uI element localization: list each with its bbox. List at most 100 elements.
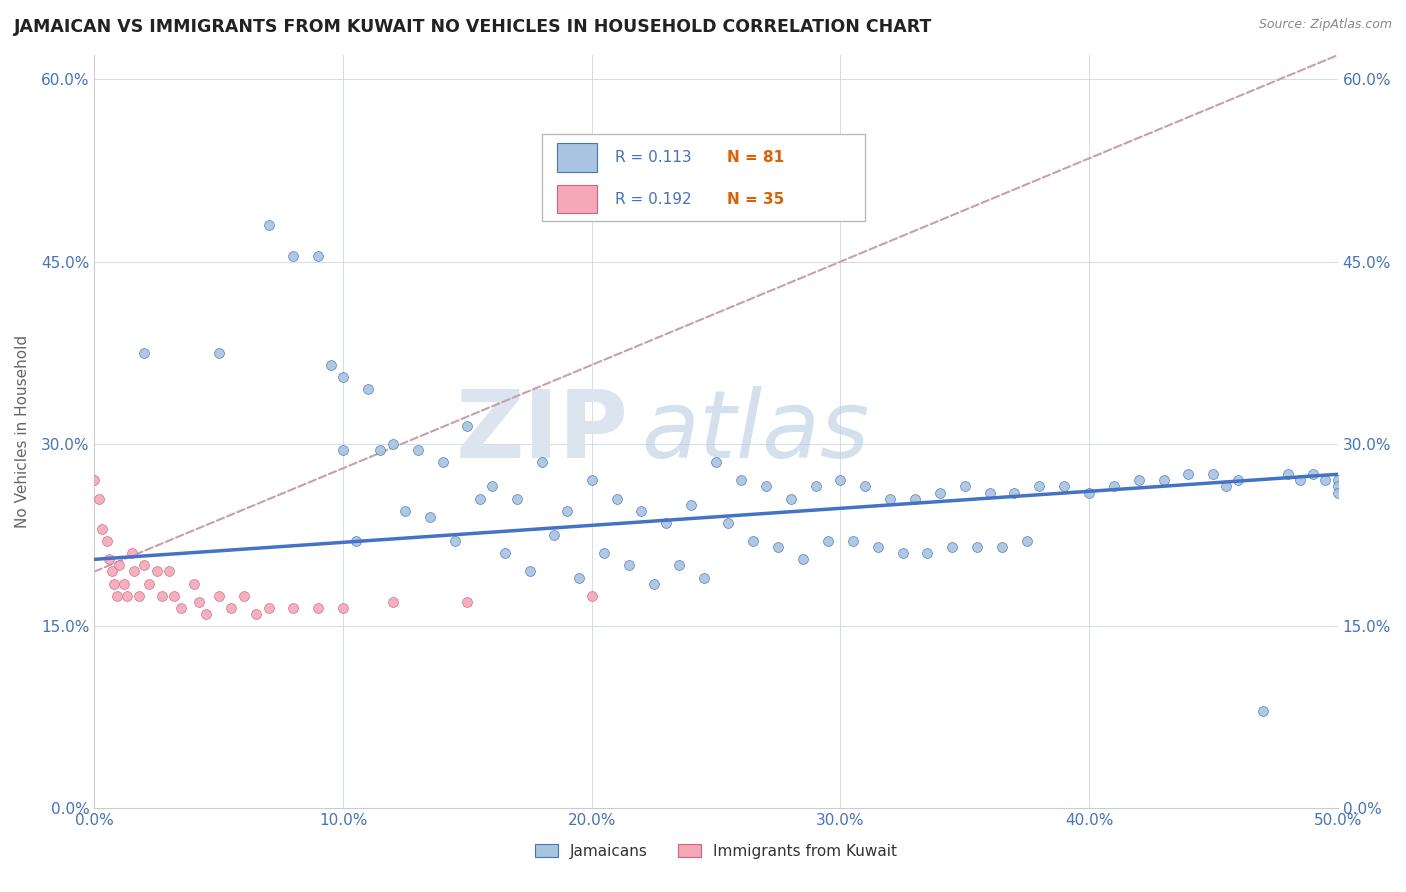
- Point: [742, 534, 765, 549]
- Point: [779, 491, 801, 506]
- Point: [1289, 474, 1312, 488]
- Point: [891, 546, 914, 560]
- Point: [1015, 534, 1038, 549]
- Point: [1326, 485, 1348, 500]
- Point: [357, 382, 380, 396]
- Bar: [557, 185, 596, 213]
- Point: [96, 534, 118, 549]
- Point: [381, 437, 404, 451]
- Point: [842, 534, 865, 549]
- Point: [1053, 479, 1076, 493]
- Point: [138, 576, 160, 591]
- Point: [1028, 479, 1050, 493]
- Legend: Jamaicans, Immigrants from Kuwait: Jamaicans, Immigrants from Kuwait: [529, 838, 904, 865]
- Point: [219, 601, 242, 615]
- Text: ZIP: ZIP: [456, 385, 628, 478]
- Point: [1078, 485, 1101, 500]
- Point: [121, 546, 143, 560]
- Point: [456, 595, 478, 609]
- Point: [283, 601, 305, 615]
- Point: [105, 589, 128, 603]
- Point: [617, 558, 640, 573]
- Bar: [541, 134, 865, 221]
- Point: [83, 474, 105, 488]
- Point: [766, 540, 789, 554]
- Point: [630, 504, 652, 518]
- Point: [332, 442, 354, 457]
- Point: [904, 491, 927, 506]
- Point: [394, 504, 416, 518]
- Point: [593, 546, 616, 560]
- Point: [98, 552, 121, 566]
- Point: [979, 485, 1001, 500]
- Point: [481, 479, 503, 493]
- Point: [1326, 474, 1348, 488]
- Point: [307, 601, 329, 615]
- Point: [134, 346, 156, 360]
- Point: [506, 491, 529, 506]
- Point: [163, 589, 186, 603]
- Point: [406, 442, 429, 457]
- Text: Source: ZipAtlas.com: Source: ZipAtlas.com: [1258, 18, 1392, 31]
- Point: [853, 479, 876, 493]
- Point: [344, 534, 367, 549]
- Point: [1215, 479, 1237, 493]
- Point: [122, 565, 145, 579]
- Point: [381, 595, 404, 609]
- Point: [1302, 467, 1324, 482]
- Point: [108, 558, 131, 573]
- Point: [1102, 479, 1125, 493]
- Point: [917, 546, 939, 560]
- Point: [1326, 479, 1348, 493]
- Point: [755, 479, 778, 493]
- Point: [134, 558, 156, 573]
- Text: N = 81: N = 81: [727, 150, 785, 165]
- Point: [543, 528, 565, 542]
- Point: [717, 516, 740, 530]
- Point: [145, 565, 167, 579]
- Point: [953, 479, 976, 493]
- Point: [704, 455, 727, 469]
- Bar: [557, 144, 596, 172]
- Point: [655, 516, 678, 530]
- Point: [1251, 704, 1274, 718]
- Point: [232, 589, 254, 603]
- Text: N = 35: N = 35: [727, 192, 785, 207]
- Point: [103, 576, 125, 591]
- Point: [1153, 474, 1175, 488]
- Point: [432, 455, 454, 469]
- Point: [370, 442, 392, 457]
- Point: [792, 552, 814, 566]
- Point: [817, 534, 839, 549]
- Point: [494, 546, 516, 560]
- Point: [804, 479, 827, 493]
- Point: [332, 370, 354, 384]
- Point: [187, 595, 209, 609]
- Point: [150, 589, 173, 603]
- Point: [1315, 474, 1337, 488]
- Point: [283, 249, 305, 263]
- Point: [966, 540, 988, 554]
- Point: [157, 565, 180, 579]
- Point: [245, 607, 267, 621]
- Point: [208, 346, 231, 360]
- Point: [1128, 474, 1150, 488]
- Point: [195, 607, 218, 621]
- Point: [730, 474, 752, 488]
- Point: [1002, 485, 1025, 500]
- Point: [456, 418, 478, 433]
- Point: [581, 589, 603, 603]
- Point: [830, 474, 852, 488]
- Point: [101, 565, 124, 579]
- Point: [928, 485, 950, 500]
- Point: [555, 504, 578, 518]
- Point: [668, 558, 690, 573]
- Point: [257, 601, 280, 615]
- Point: [606, 491, 628, 506]
- Point: [1177, 467, 1199, 482]
- Point: [89, 491, 111, 506]
- Point: [581, 474, 603, 488]
- Point: [419, 509, 441, 524]
- Point: [90, 522, 112, 536]
- Point: [170, 601, 193, 615]
